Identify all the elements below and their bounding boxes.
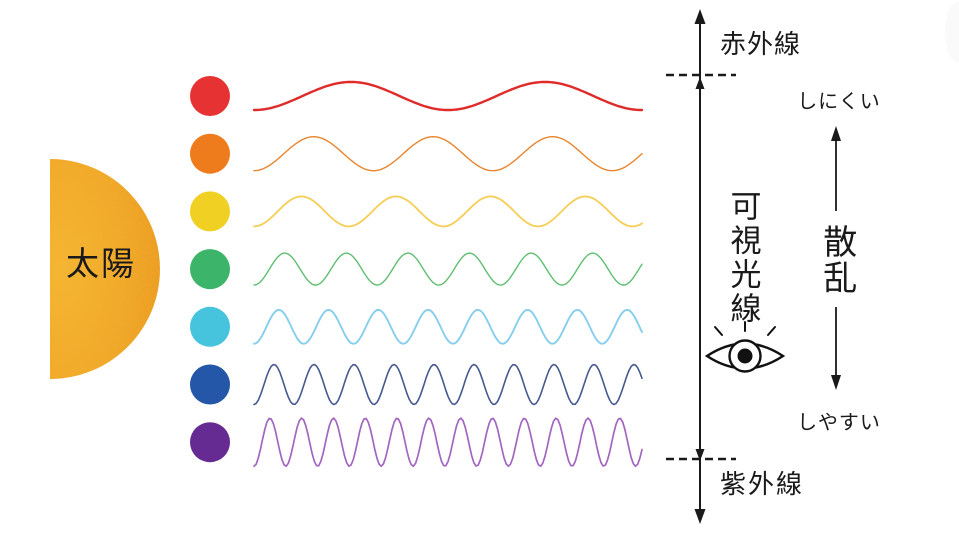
scattering-label: 散乱 (817, 224, 856, 296)
wave-green (253, 252, 643, 286)
eye-icon (704, 321, 786, 373)
visible-range-bottom-arrowhead (695, 449, 705, 461)
visible-range-top-arrowhead (695, 77, 705, 89)
spectrum-rows (190, 76, 644, 468)
eye-pupil (737, 348, 753, 364)
wave-yellow (253, 195, 643, 228)
axis-top-arrowhead (694, 9, 706, 24)
wave-cyan (253, 308, 643, 345)
wave-blue (253, 363, 643, 406)
scatter-up-arrowhead (831, 126, 841, 141)
wavelength-axis (666, 9, 736, 524)
wave-purple (253, 417, 643, 468)
scatter-hard-label: しにくい (797, 91, 881, 113)
color-dot-yellow (190, 191, 230, 232)
scatter-easy-label: しやすい (797, 412, 881, 434)
eye-outline (704, 342, 786, 370)
sun-shape (50, 159, 160, 379)
color-dot-orange (190, 133, 230, 174)
color-dot-purple (190, 422, 230, 463)
visible-light-label: 可視光線 (725, 190, 761, 326)
corner-artifact (945, 2, 959, 62)
scattering-arrows (831, 126, 841, 390)
infrared-label: 赤外線 (720, 29, 802, 59)
wave-red (252, 80, 644, 112)
ultraviolet-label: 紫外線 (720, 469, 805, 499)
color-dot-red (190, 76, 230, 116)
sun-label: 太陽 (66, 245, 136, 282)
sun-speckle-texture (50, 159, 160, 379)
eye-lash-left (714, 326, 723, 336)
axis-bottom-arrowhead (694, 509, 706, 524)
scatter-down-arrowhead (831, 375, 841, 390)
color-dot-green (190, 249, 230, 290)
eye-lash-right (767, 326, 776, 336)
wave-orange (253, 135, 643, 172)
color-dot-blue (190, 364, 230, 405)
color-dot-cyan (190, 306, 230, 347)
